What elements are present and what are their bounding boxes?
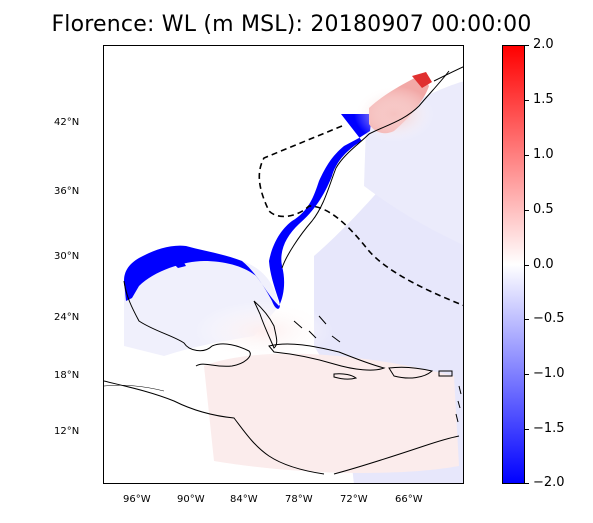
storm-track: [258, 125, 463, 307]
lon-label-90w: 90°W: [177, 494, 205, 505]
map-title: Florence: WL (m MSL): 20180907 00:00:00: [51, 12, 532, 37]
lat-label-42n: 42°N: [54, 117, 80, 128]
lat-label-24n: 24°N: [54, 312, 80, 323]
lat-label-18n: 18°N: [54, 370, 80, 381]
map-svg: [104, 66, 463, 483]
cb-label-0.5: 0.5: [533, 202, 554, 217]
caribbean-water-field: [204, 353, 459, 473]
northeast-red-core: [412, 72, 432, 88]
lon-label-78w: 78°W: [285, 494, 313, 505]
cb-label-neg1.0: −1.0: [533, 366, 565, 381]
cb-tick: [524, 45, 529, 46]
lat-label-12n: 12°N: [54, 426, 80, 437]
map-panel: [103, 45, 464, 484]
cb-tick: [524, 100, 529, 101]
lat-label-36n: 36°N: [54, 186, 80, 197]
cb-label-0.0: 0.0: [533, 257, 554, 272]
lon-label-72w: 72°W: [340, 494, 368, 505]
dry-land-blue: [124, 114, 372, 309]
lon-label-66w: 66°W: [395, 494, 423, 505]
cb-tick: [524, 155, 529, 156]
lon-label-84w: 84°W: [230, 494, 258, 505]
colorbar: [502, 45, 525, 484]
cb-label-1.0: 1.0: [533, 147, 554, 162]
coastlines: [104, 66, 463, 475]
cb-tick: [524, 210, 529, 211]
cb-label-neg1.5: −1.5: [533, 421, 565, 436]
delta-blue: [162, 251, 186, 268]
cb-label-2.0: 2.0: [533, 37, 554, 52]
cb-label-neg0.5: −0.5: [533, 311, 565, 326]
cb-label-neg2.0: −2.0: [533, 475, 565, 490]
cb-tick: [524, 265, 529, 266]
cb-tick: [524, 429, 529, 430]
cb-tick: [524, 483, 529, 484]
cb-tick: [524, 374, 529, 375]
lon-label-96w: 96°W: [123, 494, 151, 505]
cb-tick: [524, 319, 529, 320]
gulf-pink-glow: [194, 301, 334, 361]
cb-label-1.5: 1.5: [533, 92, 554, 107]
northeast-pink-glow: [354, 86, 434, 142]
lat-label-30n: 30°N: [54, 251, 80, 262]
